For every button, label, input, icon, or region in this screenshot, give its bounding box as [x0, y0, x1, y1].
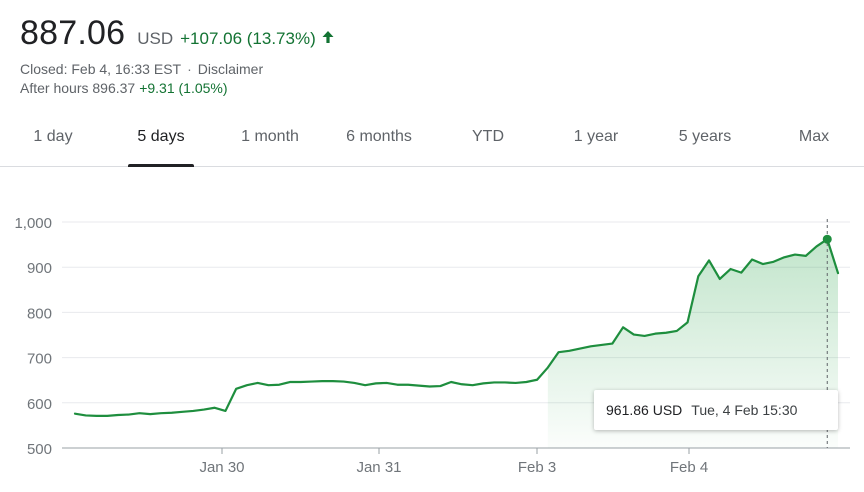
tab-1-year[interactable]: 1 year	[560, 108, 632, 166]
tooltip-value: 961.86 USD	[606, 402, 683, 418]
up-arrow-icon	[322, 31, 334, 43]
y-tick-label: 500	[27, 441, 52, 458]
tab-5-years[interactable]: 5 years	[664, 108, 746, 166]
after-hours-change: +9.31 (1.05%)	[139, 80, 228, 96]
closed-label: Closed: Feb 4, 16:33 EST	[20, 61, 182, 77]
current-price: 887.06	[20, 14, 126, 52]
tab-label: 6 months	[346, 128, 412, 145]
after-hours-label: After hours 896.37	[20, 80, 136, 96]
y-tick-label: 600	[27, 396, 52, 413]
quote-header: 887.06 USD +107.06 (13.73%)	[20, 14, 335, 53]
tab-label: 1 month	[241, 128, 299, 145]
tab-label: 5 years	[678, 128, 732, 145]
x-tick-label: Jan 30	[199, 459, 244, 476]
tab-label: 1 day	[33, 128, 73, 145]
tab-6-months[interactable]: 6 months	[330, 108, 428, 166]
price-tooltip: 961.86 USD Tue, 4 Feb 15:30	[594, 390, 838, 430]
x-tick-label: Feb 3	[518, 459, 556, 476]
price-chart[interactable]: 1,000 900 800 700 600 500 Jan 30 Jan 31 Feb 3 Feb…	[0, 166, 864, 492]
x-tick-label: Feb 4	[670, 459, 708, 476]
price-change: +107.06 (13.73%)	[180, 29, 316, 48]
tooltip-date: Tue, 4 Feb 15:30	[691, 402, 798, 418]
tab-label: YTD	[472, 128, 504, 145]
y-tick-label: 800	[27, 305, 52, 322]
tab-ytd[interactable]: YTD	[458, 108, 518, 166]
active-tab-indicator	[128, 164, 194, 167]
series-line	[73, 238, 840, 418]
tab-label: 1 year	[573, 128, 619, 145]
tab-label: Max	[798, 128, 830, 145]
after-hours-status: After hours 896.37 +9.31 (1.05%)	[20, 80, 228, 96]
tab-1-month[interactable]: 1 month	[225, 108, 315, 166]
tab-max[interactable]: Max	[786, 108, 842, 166]
tab-5-days[interactable]: 5 days	[128, 108, 194, 167]
disclaimer-link[interactable]: Disclaimer	[197, 61, 264, 77]
y-tick-label: 900	[27, 260, 52, 277]
x-tick-label: Jan 31	[356, 459, 401, 476]
hover-point	[822, 234, 832, 244]
y-tick-label: 700	[27, 351, 52, 368]
separator: ·	[187, 61, 192, 77]
currency-label: USD	[137, 29, 174, 48]
range-tabs: 1 day 5 days 1 month 6 months YTD 1 year…	[0, 108, 864, 167]
tab-1-day[interactable]: 1 day	[18, 108, 88, 166]
tab-label: 5 days	[137, 128, 185, 145]
closed-status: Closed: Feb 4, 16:33 EST · Disclaimer	[20, 61, 263, 77]
y-tick-label: 1,000	[14, 215, 52, 232]
